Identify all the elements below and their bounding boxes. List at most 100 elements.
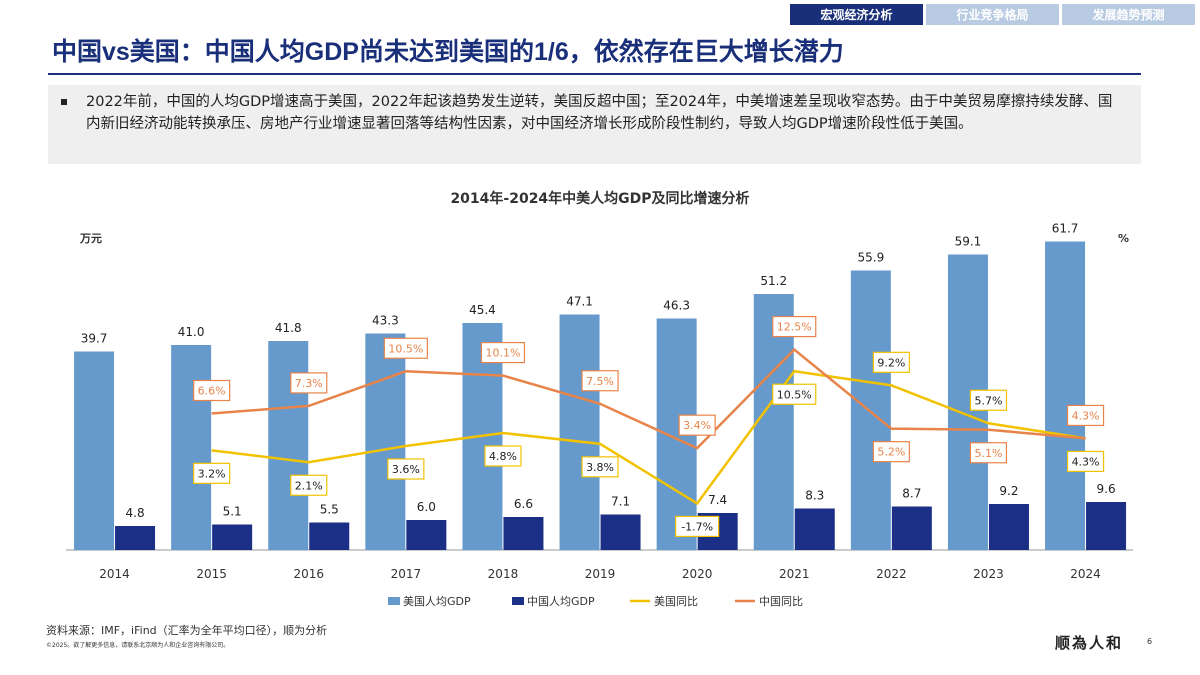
cn-gdp-bar [1086,502,1127,550]
cn-gdp-bar [212,524,253,550]
us-growth-line [211,369,1086,506]
line-label-box [484,445,522,467]
x-tick-label: 2024 [1070,567,1101,581]
bar-data-label: 41.8 [275,321,302,335]
legend-label: 中国人均GDP [527,595,595,608]
us-gdp-bar [171,345,212,550]
line-label-box [383,337,428,359]
tab-macro-analysis[interactable]: 宏观经济分析 [790,4,923,25]
bar-data-label: 8.7 [902,487,921,501]
line-label-box [581,456,619,478]
copyright: ©2025。欲了解更多信息，请联系北京顺为人和企业咨询有限公司。 [46,642,230,649]
bar-data-label: 5.5 [320,503,339,517]
bar-data-label: 46.3 [663,299,690,313]
line-label-box [581,370,619,392]
x-tick-label: 2017 [391,567,422,581]
bar-data-label: 41.0 [178,325,205,339]
bar-data-label: 51.2 [760,274,787,288]
line-data-label: 5.2% [877,446,905,459]
legend-label: 美国同比 [654,595,698,608]
x-tick-label: 2019 [585,567,616,581]
legend-swatch [512,597,524,605]
y2-axis-unit: % [1118,232,1129,245]
line-label-box [290,474,328,496]
line-label-box [1066,450,1105,473]
x-tick-label: 2018 [488,567,519,581]
line-label-box [1066,404,1105,427]
line-data-label: 3.8% [586,461,614,474]
cn-gdp-bar [503,517,544,550]
line-data-label: 7.3% [295,377,323,390]
x-tick-label: 2022 [876,567,907,581]
legend-label: 美国人均GDP [403,595,471,608]
cn-gdp-bar [115,526,156,550]
legend-swatch [388,597,400,605]
line-data-label: 4.3% [1072,409,1100,422]
y-axis-unit: 万元 [79,232,102,245]
cn-growth-line [211,347,1086,450]
line-label-box [969,389,1008,411]
us-gdp-bar [559,314,600,550]
page-title: 中国vs美国：中国人均GDP尚未达到美国的1/6，依然存在巨大增长潜力 [52,38,844,66]
line-data-label: 7.5% [586,375,614,388]
summary-text: 2022年前，中国的人均GDP增速高于美国，2022年起该趋势发生逆转，美国反超… [86,94,1113,132]
line-label-box [675,515,720,538]
line-label-box [678,414,716,436]
line-data-label: 4.8% [489,450,517,463]
tab-trend-forecast[interactable]: 发展趋势预测 [1062,4,1195,25]
cn-gdp-bar [600,514,641,550]
bar-data-label: 59.1 [955,235,982,249]
line-label-box [872,441,910,463]
summary-box: 2022年前，中国的人均GDP增速高于美国，2022年起该趋势发生逆转，美国反超… [48,85,1141,164]
cn-gdp-bar [988,504,1029,550]
x-tick-label: 2014 [99,567,130,581]
bar-data-label: 4.8 [126,506,145,520]
x-tick-label: 2021 [779,567,810,581]
us-gdp-bar [74,351,115,550]
line-label-box [872,351,910,373]
tab-industry-competition[interactable]: 行业竞争格局 [926,4,1059,25]
page-number: 6 [1147,637,1153,646]
bar-data-label: 55.9 [857,251,884,265]
x-tick-label: 2016 [293,567,324,581]
section-tabs: 宏观经济分析 行业竞争格局 发展趋势预测 [790,4,1195,25]
x-tick-label: 2015 [196,567,227,581]
source-note: 资料来源：IMF，iFind（汇率为全年平均口径），顺为分析 [46,624,328,637]
cn-gdp-bar [309,522,350,550]
cn-gdp-bar [794,508,835,550]
line-data-label: 9.2% [877,356,905,369]
line-data-label: 5.7% [974,394,1002,407]
us-gdp-bar [850,270,891,550]
us-gdp-bar [1045,241,1086,550]
x-tick-label: 2020 [682,567,713,581]
bar-data-label: 9.6 [1097,482,1116,496]
line-label-box [193,379,231,402]
us-gdp-bar [365,333,406,550]
line-data-label: 5.1% [974,447,1002,460]
line-data-label: 10.5% [777,388,812,401]
bullet-icon [61,99,67,105]
line-label-box [969,442,1008,464]
bar-data-label: 43.3 [372,314,399,328]
bar-data-label: 39.7 [81,332,108,346]
line-data-label: 10.5% [388,342,423,355]
bar-data-label: 6.6 [514,497,533,511]
brand-logo: 顺為人和 [1055,634,1124,652]
legend-label: 中国同比 [759,595,803,608]
line-data-label: 4.3% [1072,455,1100,468]
line-label-box [772,315,817,338]
line-data-label: 12.5% [777,321,812,334]
bar-data-label: 7.4 [708,493,727,507]
title-divider [48,73,1141,75]
line-data-label: 2.1% [295,479,323,492]
line-label-box [290,372,328,394]
line-data-label: 10.1% [485,347,520,360]
bar-data-label: 7.1 [611,495,630,509]
line-label-box [772,383,817,405]
cn-gdp-bar [891,506,932,550]
bar-data-label: 9.2 [999,484,1018,498]
line-data-label: 3.2% [198,467,226,480]
bar-data-label: 6.0 [417,500,436,514]
x-tick-label: 2023 [973,567,1004,581]
